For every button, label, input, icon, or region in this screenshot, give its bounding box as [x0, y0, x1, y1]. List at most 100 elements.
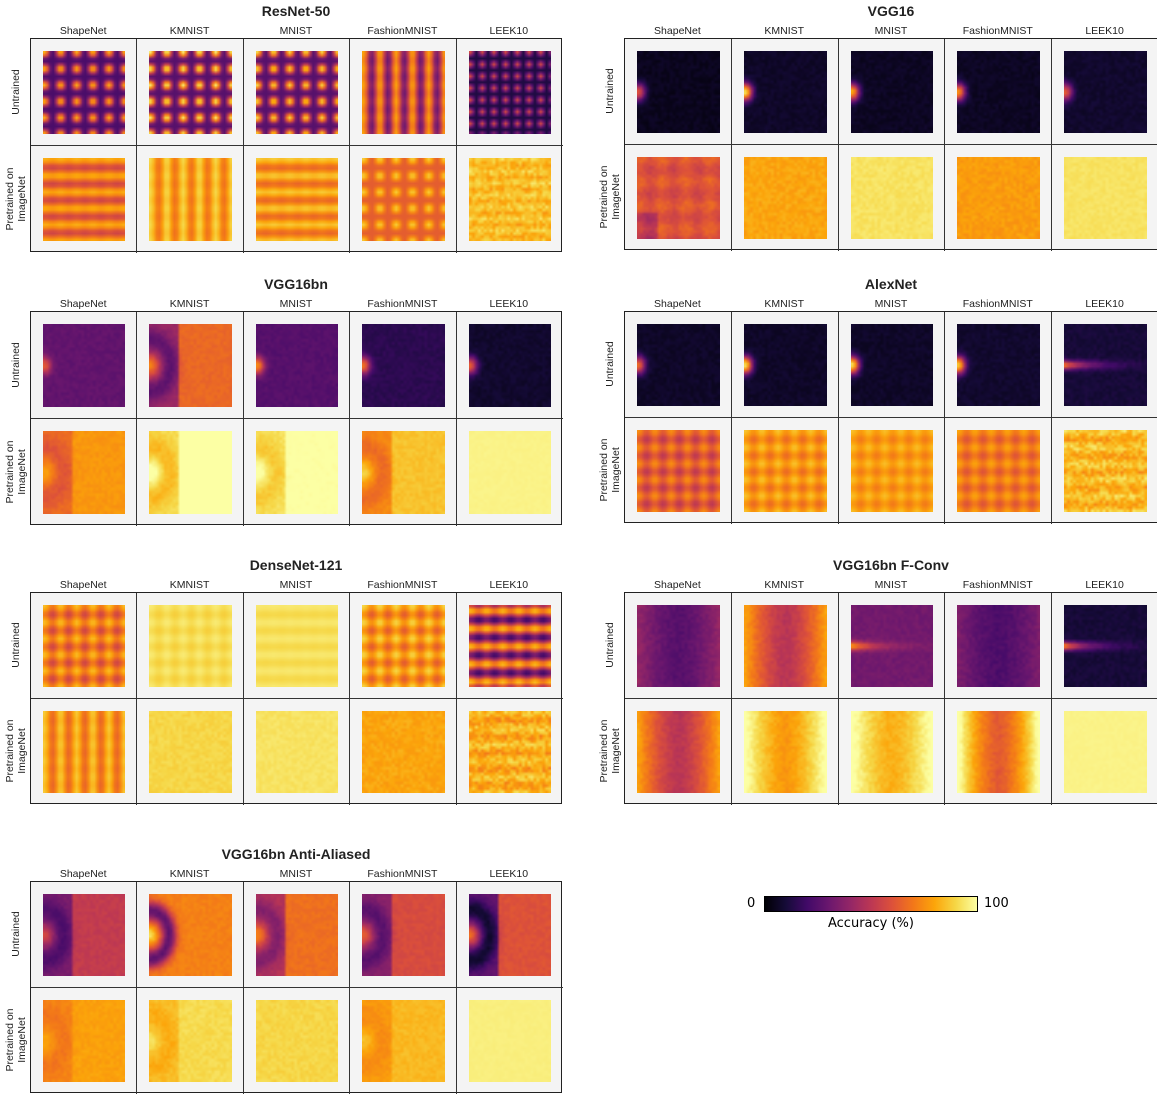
column-title: LEEK10: [456, 579, 562, 591]
heatmap-image: [149, 158, 231, 241]
heatmap-cell: [350, 593, 456, 699]
column-title: MNIST: [838, 579, 945, 591]
heatmap-image: [469, 51, 551, 134]
heatmap-image: [1064, 157, 1147, 239]
heatmap-cell: [137, 882, 243, 988]
heatmap-image: [256, 431, 338, 514]
heatmap-cell: [625, 699, 732, 805]
heatmap-image: [957, 430, 1040, 512]
heatmap-cell: [625, 593, 732, 699]
heatmap-cell: [1052, 39, 1157, 145]
heatmap-cell: [732, 145, 839, 251]
heatmap-cell: [31, 988, 137, 1094]
column-title: ShapeNet: [30, 868, 136, 880]
heatmap-cell: [137, 146, 243, 253]
heatmap-image: [362, 1000, 444, 1082]
heatmap-image: [1064, 430, 1147, 512]
heatmap-cell: [625, 145, 732, 251]
heatmap-image: [637, 51, 720, 133]
colorbar-min-label: 0: [747, 896, 755, 911]
panel-title: DenseNet-121: [30, 557, 562, 573]
column-title: MNIST: [243, 868, 349, 880]
heatmap-image: [851, 711, 934, 793]
row-label: Pretrained on ImageNet: [4, 124, 28, 274]
heatmap-image: [43, 431, 125, 514]
heatmap-image: [637, 430, 720, 512]
heatmap-image: [149, 324, 231, 407]
heatmap-cell: [457, 39, 563, 146]
column-title: ShapeNet: [30, 25, 136, 37]
heatmap-image: [1064, 711, 1147, 793]
heatmap-cell: [839, 699, 946, 805]
column-title: ShapeNet: [624, 25, 731, 37]
heatmap-image: [149, 1000, 231, 1082]
heatmap-cell: [137, 988, 243, 1094]
column-title: FashionMNIST: [944, 579, 1051, 591]
heatmap-image: [43, 158, 125, 241]
heatmap-cell: [457, 312, 563, 419]
heatmap-image: [43, 605, 125, 687]
heatmap-image: [469, 711, 551, 793]
heatmap-cell: [244, 419, 350, 526]
panel-title: VGG16bn Anti-Aliased: [30, 846, 562, 862]
column-title: MNIST: [243, 25, 349, 37]
heatmap-image: [637, 324, 720, 406]
heatmap-cell: [457, 593, 563, 699]
heatmap-cell: [945, 593, 1052, 699]
heatmap-image: [957, 605, 1040, 687]
heatmap-image: [149, 894, 231, 976]
heatmap-cell: [244, 882, 350, 988]
heatmap-cell: [945, 418, 1052, 524]
heatmap-cell: [1052, 312, 1157, 418]
heatmap-cell: [1052, 593, 1157, 699]
heatmap-cell: [625, 418, 732, 524]
heatmap-image: [469, 158, 551, 241]
column-title: MNIST: [838, 25, 945, 37]
heatmap-image: [957, 51, 1040, 133]
column-title: KMNIST: [136, 298, 242, 310]
heatmap-image: [469, 1000, 551, 1082]
heatmap-cell: [137, 312, 243, 419]
colorbar-label: Accuracy (%): [764, 916, 978, 931]
heatmap-cell: [244, 39, 350, 146]
column-title: LEEK10: [456, 868, 562, 880]
heatmap-image: [362, 51, 444, 134]
column-title: LEEK10: [1051, 298, 1157, 310]
heatmap-image: [43, 324, 125, 407]
heatmap-cell: [839, 593, 946, 699]
column-title: ShapeNet: [30, 298, 136, 310]
heatmap-cell: [350, 419, 456, 526]
panel-title: ResNet-50: [30, 3, 562, 19]
heatmap-grid: [624, 592, 1157, 804]
heatmap-cell: [350, 146, 456, 253]
heatmap-image: [469, 431, 551, 514]
heatmap-image: [362, 894, 444, 976]
heatmap-image: [149, 605, 231, 687]
column-title: MNIST: [838, 298, 945, 310]
heatmap-image: [637, 711, 720, 793]
heatmap-grid: [30, 38, 562, 252]
heatmap-cell: [839, 39, 946, 145]
heatmap-cell: [350, 312, 456, 419]
heatmap-image: [637, 157, 720, 239]
heatmap-cell: [1052, 699, 1157, 805]
panel-title: VGG16bn F-Conv: [624, 557, 1157, 573]
heatmap-image: [362, 711, 444, 793]
heatmap-image: [851, 51, 934, 133]
heatmap-image: [851, 324, 934, 406]
column-title: FashionMNIST: [349, 25, 455, 37]
heatmap-image: [744, 157, 827, 239]
heatmap-image: [1064, 605, 1147, 687]
heatmap-cell: [244, 988, 350, 1094]
heatmap-image: [744, 711, 827, 793]
heatmap-image: [957, 324, 1040, 406]
heatmap-grid: [30, 881, 562, 1093]
heatmap-image: [256, 1000, 338, 1082]
heatmap-image: [43, 51, 125, 134]
heatmap-cell: [137, 593, 243, 699]
heatmap-cell: [350, 882, 456, 988]
panel-title: VGG16bn: [30, 276, 562, 292]
colorbar-gradient: [764, 896, 978, 912]
column-title: FashionMNIST: [349, 579, 455, 591]
heatmap-cell: [839, 312, 946, 418]
